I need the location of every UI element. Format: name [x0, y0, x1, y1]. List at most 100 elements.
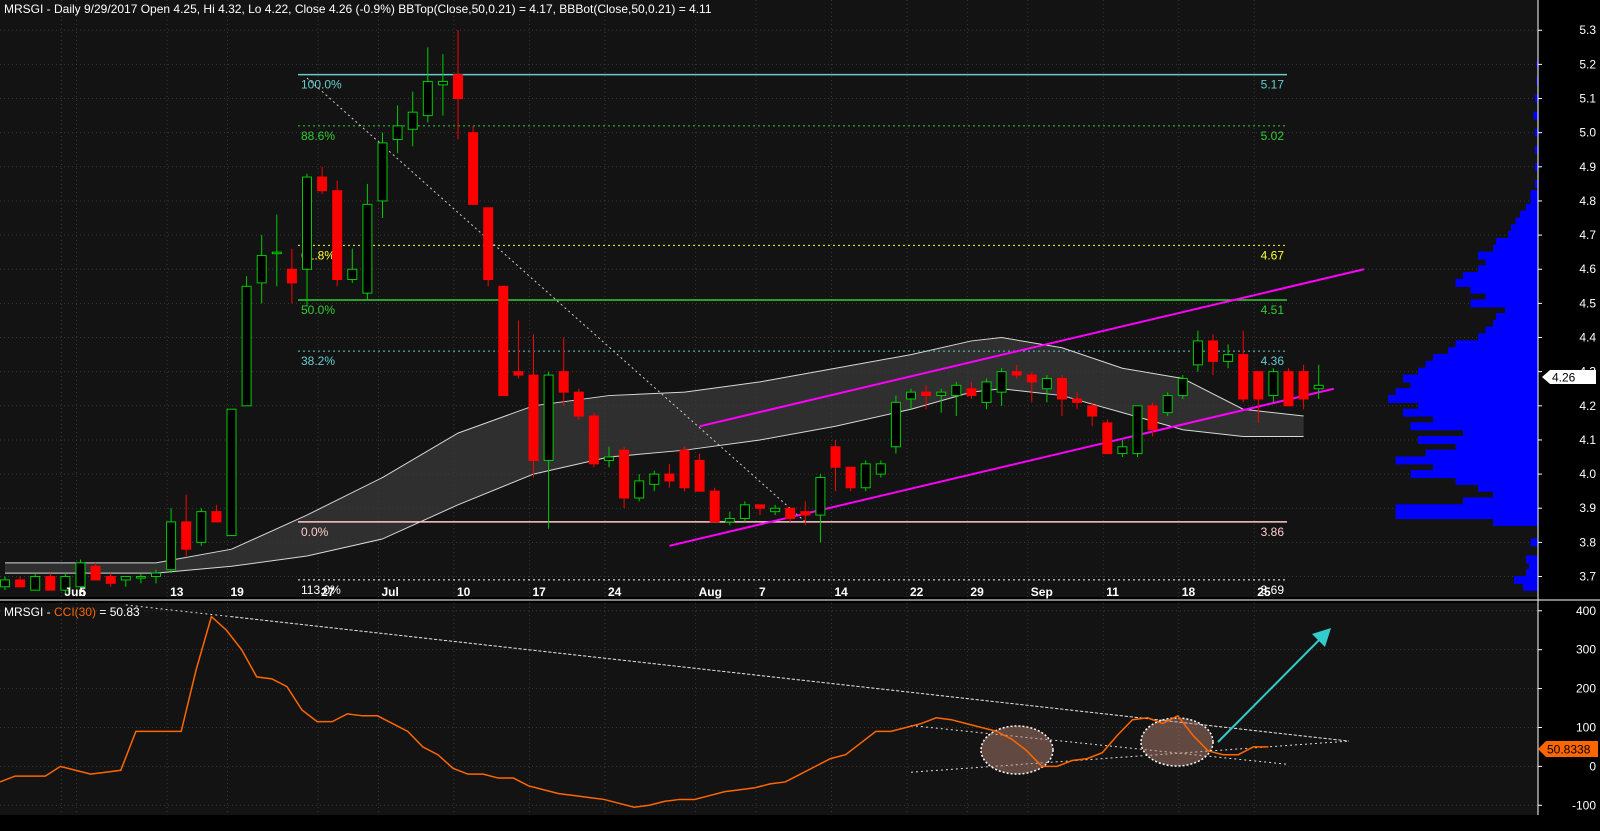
candle-body-down — [966, 388, 977, 397]
volume-profile-bar — [1388, 394, 1538, 403]
volume-profile-bar — [1478, 333, 1538, 342]
candle-body-down — [483, 207, 494, 280]
channel-lower-line — [669, 387, 1335, 547]
x-tick-label: Aug — [699, 585, 722, 599]
candle-body-down — [513, 371, 524, 376]
volume-profile-bar — [1410, 381, 1538, 390]
candle-body-down — [105, 576, 116, 584]
candle-body-down — [1102, 422, 1113, 455]
volume-profile-bar — [1505, 306, 1538, 315]
candle-body-up — [166, 521, 177, 571]
candle-body-up — [1117, 446, 1128, 455]
candle-body-up — [770, 507, 781, 513]
candle-body-down — [709, 490, 720, 523]
candle-body-down — [45, 576, 56, 591]
fib-value-label: 5.02 — [1261, 129, 1285, 143]
volume-profile-bar — [1511, 224, 1538, 233]
volume-profile-bar — [1530, 190, 1538, 199]
candle-body-down — [453, 74, 463, 100]
candle-body-up — [362, 203, 373, 294]
price-y-tick-label: 5.0 — [1579, 126, 1596, 140]
fib-value-label: 4.36 — [1261, 354, 1285, 368]
volume-profile-bar — [1463, 272, 1538, 281]
candle-body-up — [151, 572, 161, 578]
candle-body-down — [800, 511, 811, 516]
candle-body-down — [679, 449, 690, 489]
candle-body-down — [921, 391, 932, 397]
candle-body-up — [724, 517, 735, 523]
candle-body-down — [845, 466, 856, 489]
x-tick-label: Jul — [382, 585, 399, 599]
x-tick-label: 17 — [533, 585, 547, 599]
cci-y-tick-label: 200 — [1576, 682, 1596, 696]
cci-ticker: MRSGI - — [4, 605, 54, 619]
candle-body-up — [75, 562, 86, 588]
volume-profile-bar — [1485, 326, 1538, 335]
volume-profile-bar — [1463, 429, 1538, 438]
volume-profile-bar — [1493, 490, 1538, 499]
fib-percent-label: 0.0% — [301, 525, 329, 539]
candle-body-up — [1223, 354, 1234, 362]
price-y-tick-label: 3.9 — [1579, 501, 1596, 515]
x-tick-label: 22 — [910, 585, 924, 599]
volume-profile-bar — [1410, 470, 1538, 479]
candle-body-down — [558, 371, 569, 393]
cci-value-badge-shape — [1538, 741, 1598, 757]
last-price-badge-shape — [1542, 370, 1596, 384]
price-y-tick-label: 4.2 — [1579, 399, 1596, 413]
volume-profile-bar — [1520, 210, 1538, 219]
x-tick-label: 25 — [1257, 585, 1271, 599]
fib-percent-label: 38.2% — [301, 354, 335, 368]
fib-value-label: 4.51 — [1261, 303, 1285, 317]
fib-percent-label: 113.0% — [301, 583, 341, 597]
fib-percent-label: 50.0% — [301, 303, 335, 317]
fib-value-label: 3.86 — [1261, 525, 1285, 539]
volume-profile-bar — [1535, 128, 1538, 137]
candle-body-down — [1208, 340, 1218, 362]
candle-body-up — [407, 111, 418, 130]
candle-body-down — [286, 268, 297, 284]
candle-body-down — [468, 132, 479, 205]
candle-body-down — [785, 507, 796, 519]
candle-body-down — [1298, 371, 1309, 400]
volume-profile-bar — [1433, 415, 1538, 424]
price-y-tick-label: 4.9 — [1579, 160, 1596, 174]
candle-body-up — [437, 80, 448, 86]
candle-body-up — [1132, 405, 1143, 455]
candle-body-up — [392, 125, 403, 140]
bollinger-fill — [5, 337, 1304, 574]
volume-profile-bar — [1515, 217, 1538, 226]
volume-profile-bar — [1523, 582, 1538, 591]
volume-profile-bar — [1448, 347, 1538, 356]
candle-body-down — [211, 511, 222, 523]
chart-title: MRSGI - Daily 9/29/2017 Open 4.25, Hi 4.… — [4, 2, 712, 16]
volume-profile-bar — [1485, 292, 1538, 301]
fib-percent-label: 88.6% — [301, 129, 335, 143]
candle-body-down — [1253, 371, 1264, 400]
x-tick-label: 13 — [170, 585, 184, 599]
x-tick-label: Sep — [1031, 585, 1053, 599]
price-y-tick-label: 4.8 — [1579, 194, 1596, 208]
candle-body-down — [15, 579, 26, 588]
cci-trend-line — [910, 740, 1349, 773]
volume-profile-bar — [1403, 374, 1538, 383]
candle-body-up — [302, 176, 312, 270]
candle-body-up — [649, 473, 660, 485]
candle-body-down — [332, 190, 343, 280]
volume-profile-bar — [1395, 456, 1538, 465]
price-y-tick-label: 5.2 — [1579, 57, 1596, 71]
cci-indicator — [0, 604, 1349, 808]
price-y-tick-label: 4.0 — [1579, 467, 1596, 481]
candle-body-down — [90, 565, 101, 581]
cci-value-badge: 50.8338 — [1538, 741, 1598, 757]
volume-profile-bar — [1478, 251, 1538, 260]
x-tick-label: 14 — [835, 585, 849, 599]
candle-body-down — [1283, 371, 1294, 407]
candle-body-down — [573, 391, 584, 417]
candle-body-up — [347, 268, 358, 280]
price-y-tick-label: 4.5 — [1579, 296, 1596, 310]
candle-body-down — [619, 449, 630, 499]
x-tick-label: 7 — [759, 585, 766, 599]
price-y-tick-label: 5.3 — [1579, 23, 1596, 37]
cci-axis-background — [1538, 603, 1600, 815]
